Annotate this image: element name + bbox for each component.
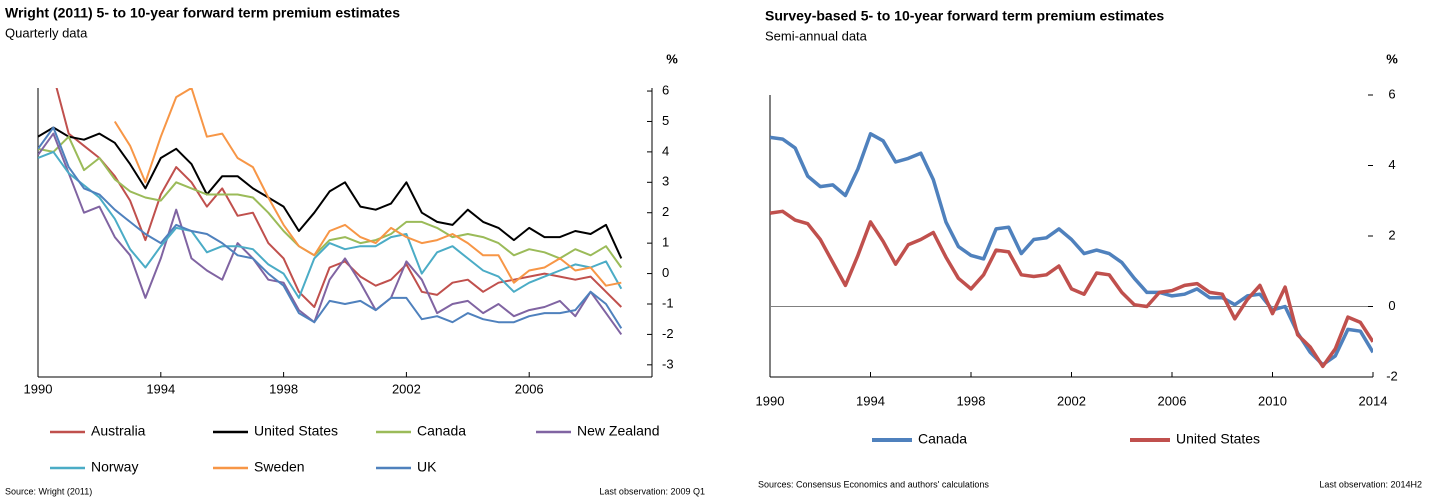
x-tick-label: 1994 xyxy=(856,393,885,408)
y-tick-label: 6 xyxy=(1388,86,1395,101)
legend-label: Canada xyxy=(918,431,967,447)
series-line xyxy=(38,126,623,329)
legend-label: United States xyxy=(1176,431,1260,447)
x-tick-label: 1998 xyxy=(269,381,298,396)
unit-label: % xyxy=(1386,51,1398,66)
x-tick-label: 1990 xyxy=(756,393,785,408)
series-line xyxy=(113,88,622,287)
y-tick-label: 4 xyxy=(1388,157,1395,172)
legend-label: UK xyxy=(417,459,437,475)
legend-label: Sweden xyxy=(254,459,305,475)
source-note: Source: Wright (2011) xyxy=(5,486,92,496)
x-tick-label: 2010 xyxy=(1258,393,1287,408)
legend-label: Canada xyxy=(417,423,466,439)
x-tick-label: 2014 xyxy=(1359,393,1388,408)
x-tick-label: 1990 xyxy=(24,381,53,396)
chart-title: Wright (2011) 5- to 10-year forward term… xyxy=(5,5,400,21)
x-tick-label: 1994 xyxy=(146,381,175,396)
y-tick-label: 0 xyxy=(662,265,669,280)
legend-label: Norway xyxy=(91,459,138,475)
series-line xyxy=(38,135,623,269)
y-tick-label: 2 xyxy=(1388,227,1395,242)
y-tick-label: 5 xyxy=(662,113,669,128)
y-tick-label: -2 xyxy=(1386,368,1398,383)
legend-label: New Zealand xyxy=(577,423,660,439)
y-tick-label: -3 xyxy=(662,356,674,371)
x-tick-label: 1998 xyxy=(957,393,986,408)
y-tick-label: 1 xyxy=(662,235,669,250)
series-line xyxy=(38,150,623,299)
chart-subtitle: Quarterly data xyxy=(5,25,88,40)
observation-note: Last observation: 2014H2 xyxy=(1319,479,1422,489)
x-tick-label: 2002 xyxy=(392,381,421,396)
chart-subtitle: Semi-annual data xyxy=(765,28,868,43)
x-tick-label: 2006 xyxy=(1158,393,1187,408)
series-line xyxy=(55,88,623,308)
y-tick-label: 2 xyxy=(662,204,669,219)
series-line xyxy=(770,209,1373,369)
series-line xyxy=(38,126,623,259)
x-tick-label: 2002 xyxy=(1057,393,1086,408)
source-note: Sources: Consensus Economics and authors… xyxy=(758,479,989,489)
series-line xyxy=(38,132,623,335)
y-tick-label: 0 xyxy=(1388,298,1395,313)
y-tick-label: 3 xyxy=(662,174,669,189)
y-tick-label: -2 xyxy=(662,326,674,341)
y-tick-label: 4 xyxy=(662,143,669,158)
chart-title: Survey-based 5- to 10-year forward term … xyxy=(765,8,1164,24)
y-tick-label: 6 xyxy=(662,82,669,97)
legend-label: United States xyxy=(254,423,338,439)
unit-label: % xyxy=(666,51,678,66)
x-tick-label: 2006 xyxy=(515,381,544,396)
observation-note: Last observation: 2009 Q1 xyxy=(599,486,705,496)
legend-label: Australia xyxy=(91,423,146,439)
y-tick-label: -1 xyxy=(662,295,674,310)
